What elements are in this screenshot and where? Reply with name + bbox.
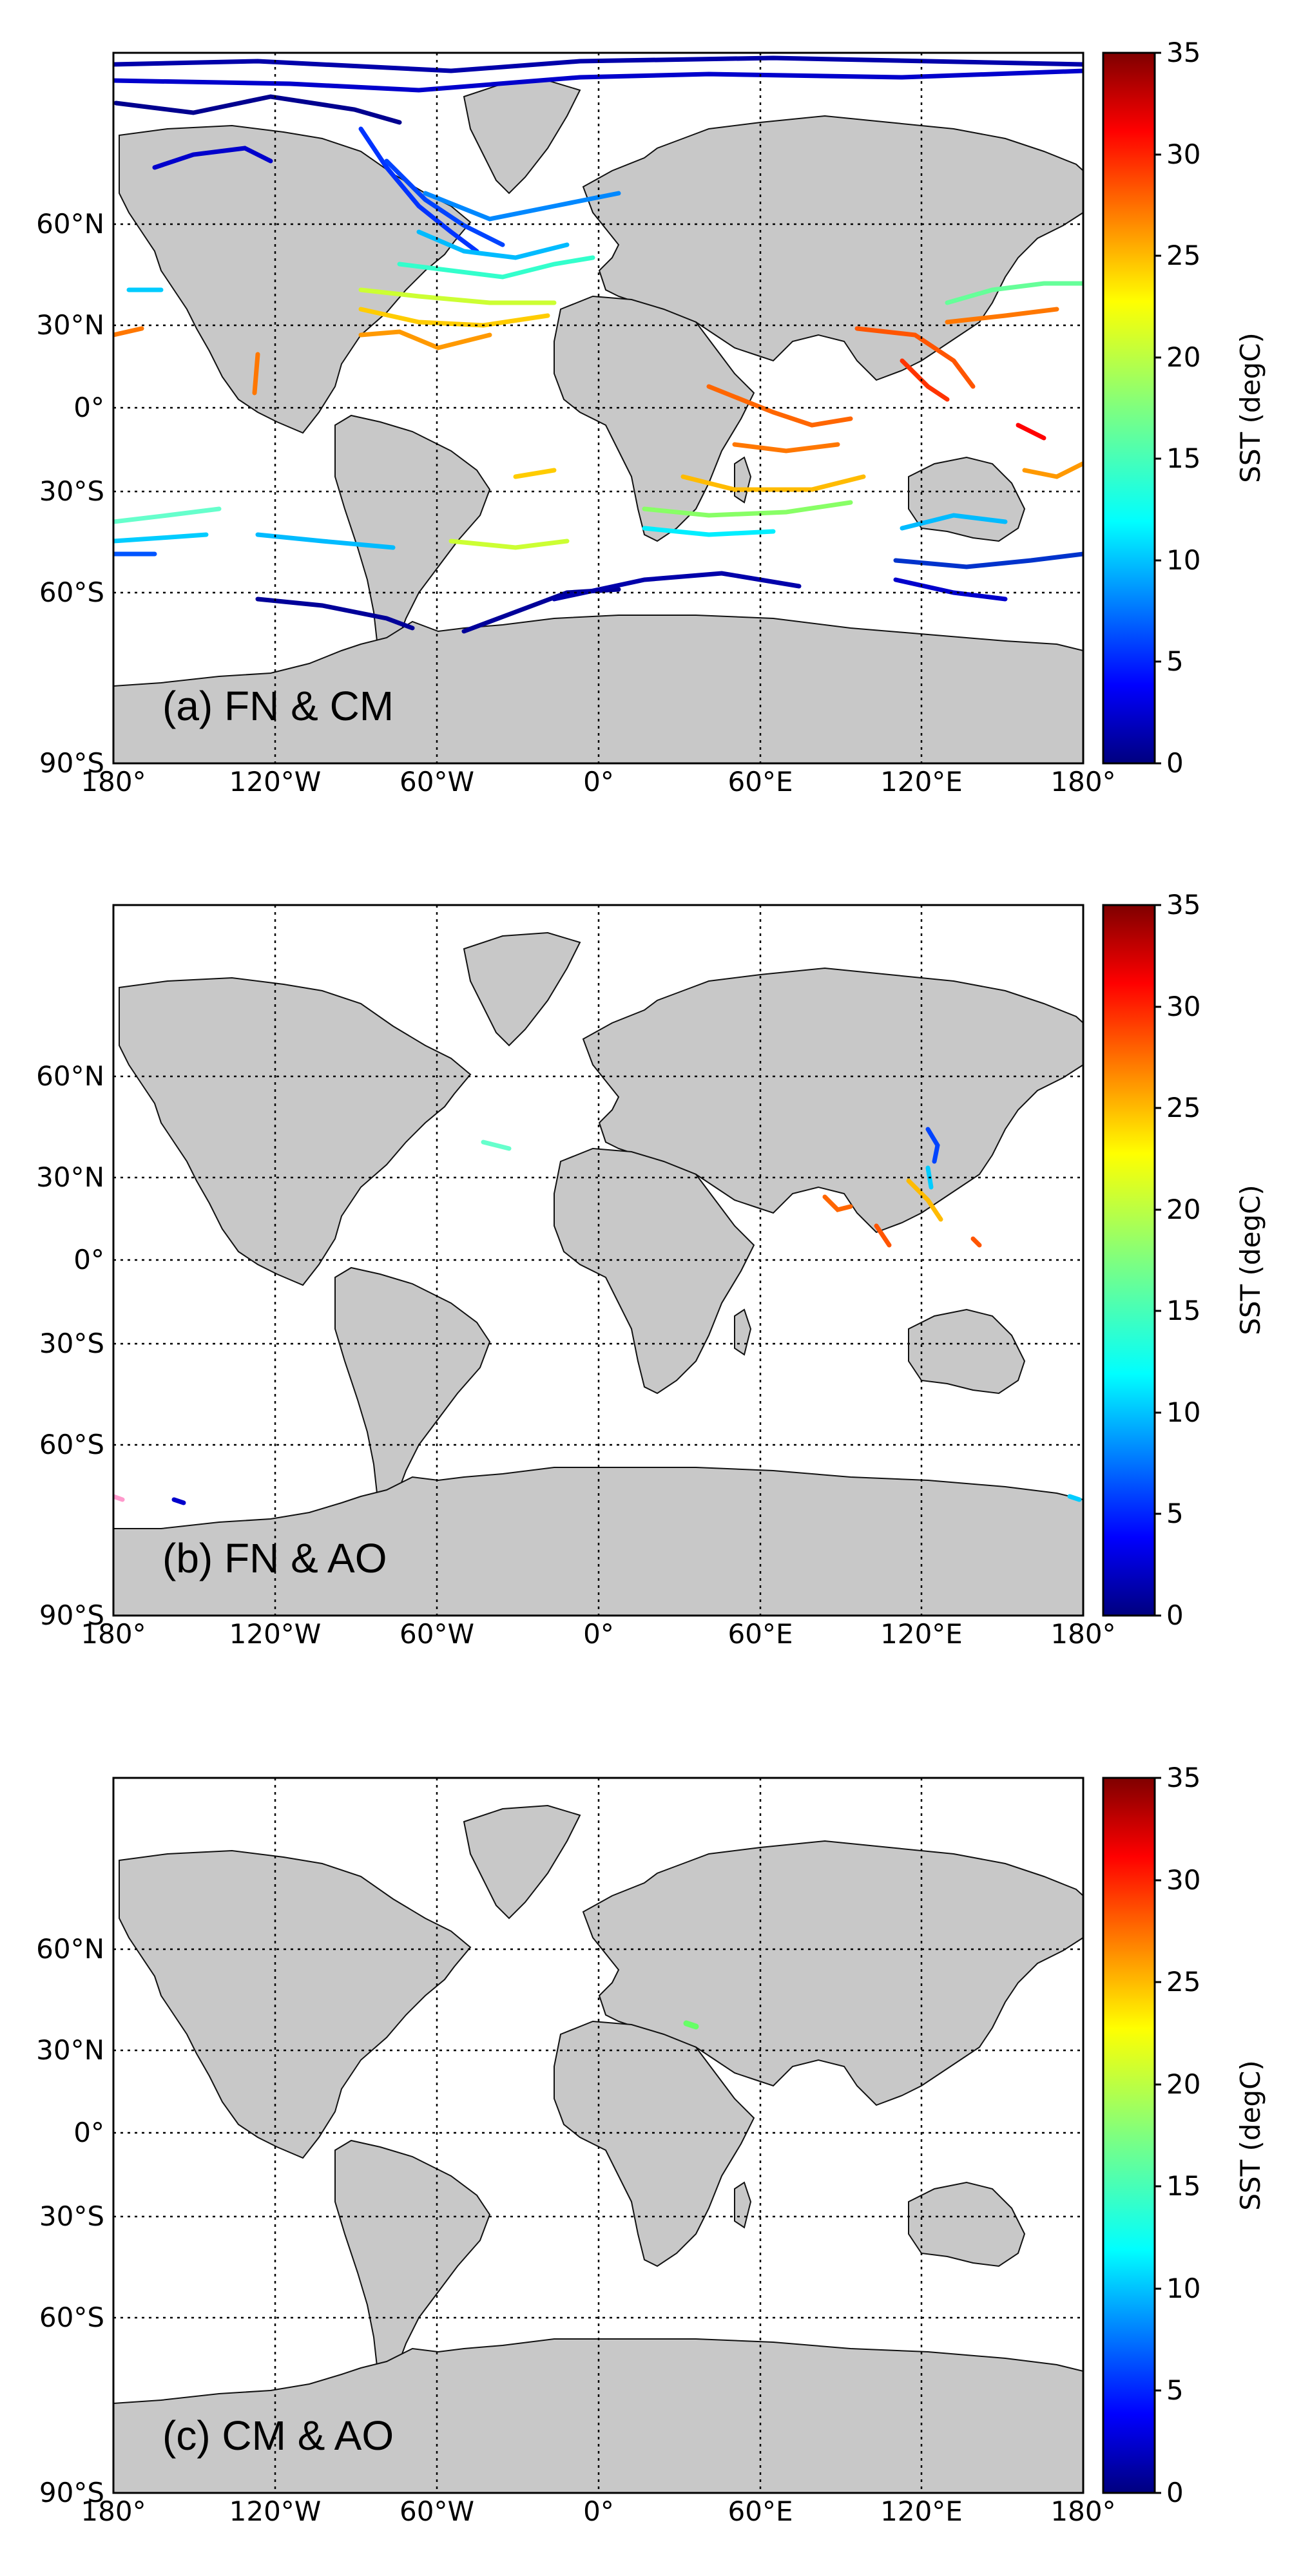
colorbar bbox=[1102, 904, 1156, 1617]
lon-label-0: 0° bbox=[583, 1618, 614, 1650]
colorbar-tick-10: 10 bbox=[1166, 544, 1200, 576]
colorbar-tick-5: 5 bbox=[1166, 1498, 1184, 1529]
colorbar-tick-10: 10 bbox=[1166, 1397, 1200, 1428]
map-area bbox=[113, 1778, 1083, 2493]
land-masses bbox=[113, 931, 1083, 1616]
map-frame bbox=[112, 52, 1084, 765]
lat-label-30n: 30°N bbox=[36, 1161, 104, 1193]
lon-label-180e: 180° bbox=[1050, 2495, 1115, 2527]
colorbar-tick-30: 30 bbox=[1166, 991, 1200, 1022]
lat-label-0: 0° bbox=[73, 392, 104, 423]
lon-label-180w: 180° bbox=[81, 766, 146, 797]
grid-lines bbox=[113, 905, 1083, 1616]
colorbar-label: SST (degC) bbox=[1235, 2060, 1266, 2211]
colorbar-tick-0: 0 bbox=[1166, 747, 1184, 779]
lat-label-30s: 30°S bbox=[39, 1328, 104, 1359]
lon-label-60w: 60°W bbox=[400, 1618, 474, 1650]
lat-label-60n: 60°N bbox=[36, 208, 104, 240]
lon-label-180e: 180° bbox=[1050, 766, 1115, 797]
lon-label-60e: 60°E bbox=[728, 2495, 793, 2527]
lon-label-60w: 60°W bbox=[400, 766, 474, 797]
colorbar-tick-30: 30 bbox=[1166, 1864, 1200, 1896]
colorbar-tick-15: 15 bbox=[1166, 1295, 1200, 1326]
colorbar-tick-0: 0 bbox=[1166, 1599, 1184, 1631]
colorbar-tick-0: 0 bbox=[1166, 2477, 1184, 2508]
lon-label-120e: 120°E bbox=[880, 766, 963, 797]
lon-label-180e: 180° bbox=[1050, 1618, 1115, 1650]
lat-label-60s: 60°S bbox=[39, 2302, 104, 2333]
grid-lines bbox=[113, 1778, 1083, 2493]
colorbar-tick-15: 15 bbox=[1166, 2170, 1200, 2202]
lon-label-0: 0° bbox=[583, 766, 614, 797]
panel-a-svg: (a) FN & CM 60°N 30°N 0° 30°S 60°S 90°S … bbox=[36, 37, 1266, 797]
lon-label-60w: 60°W bbox=[400, 2495, 474, 2527]
panel-b-svg: (b) FN & AO 60°N 30°N 0° 30°S 60°S 90°S … bbox=[36, 889, 1266, 1650]
lat-label-30s: 30°S bbox=[39, 2200, 104, 2232]
colorbar-tick-20: 20 bbox=[1166, 2068, 1200, 2100]
colorbar-tick-5: 5 bbox=[1166, 2374, 1184, 2406]
colorbar-tick-35: 35 bbox=[1166, 889, 1200, 921]
lon-label-180w: 180° bbox=[81, 1618, 146, 1650]
colorbar-tick-20: 20 bbox=[1166, 1194, 1200, 1225]
panel-c: (c) CM & AO 60°N 30°N 0° 30°S 60°S 90°S … bbox=[0, 1717, 1301, 2576]
colorbar-ticks bbox=[1155, 1777, 1161, 2494]
grid-lines bbox=[113, 53, 1083, 763]
panel-c-svg: (c) CM & AO 60°N 30°N 0° 30°S 60°S 90°S … bbox=[36, 1762, 1266, 2527]
colorbar-tick-10: 10 bbox=[1166, 2273, 1200, 2304]
colorbar bbox=[1102, 52, 1156, 765]
lat-label-0: 0° bbox=[73, 2117, 104, 2148]
lon-label-60e: 60°E bbox=[728, 1618, 793, 1650]
lon-label-60e: 60°E bbox=[728, 766, 793, 797]
panel-label: (a) FN & CM bbox=[162, 683, 394, 729]
map-area bbox=[113, 53, 1083, 763]
colorbar bbox=[1102, 1777, 1156, 2494]
map-area bbox=[113, 905, 1083, 1616]
colorbar-tick-5: 5 bbox=[1166, 645, 1184, 677]
colorbar-tick-30: 30 bbox=[1166, 138, 1200, 170]
colorbar-label: SST (degC) bbox=[1235, 332, 1266, 483]
map-frame bbox=[112, 904, 1084, 1617]
lat-label-30n: 30°N bbox=[36, 309, 104, 341]
colorbar-ticks bbox=[1155, 904, 1161, 1617]
sst-tracks bbox=[113, 55, 1083, 634]
lat-label-30n: 30°N bbox=[36, 2034, 104, 2066]
colorbar-tick-35: 35 bbox=[1166, 1762, 1200, 1793]
lon-label-120e: 120°E bbox=[880, 2495, 963, 2527]
lon-label-120e: 120°E bbox=[880, 1618, 963, 1650]
lon-label-120w: 120°W bbox=[229, 766, 322, 797]
lon-label-120w: 120°W bbox=[229, 2495, 322, 2527]
lat-label-60s: 60°S bbox=[39, 577, 104, 608]
panel-label: (b) FN & AO bbox=[162, 1535, 387, 1581]
colorbar-tick-25: 25 bbox=[1166, 1966, 1200, 1998]
colorbar-tick-25: 25 bbox=[1166, 240, 1200, 271]
lon-label-180w: 180° bbox=[81, 2495, 146, 2527]
colorbar-label: SST (degC) bbox=[1235, 1185, 1266, 1335]
lat-label-0: 0° bbox=[73, 1244, 104, 1275]
panel-label: (c) CM & AO bbox=[162, 2412, 394, 2459]
lon-label-120w: 120°W bbox=[229, 1618, 322, 1650]
map-frame bbox=[112, 1777, 1084, 2494]
lat-label-60n: 60°N bbox=[36, 1933, 104, 1965]
colorbar-ticks bbox=[1155, 52, 1161, 765]
colorbar-tick-25: 25 bbox=[1166, 1092, 1200, 1123]
lat-label-60n: 60°N bbox=[36, 1060, 104, 1092]
panel-a: (a) FN & CM 60°N 30°N 0° 30°S 60°S 90°S … bbox=[0, 0, 1301, 859]
lat-label-90s: 90°S bbox=[39, 747, 104, 779]
colorbar-tick-20: 20 bbox=[1166, 341, 1200, 373]
colorbar-tick-35: 35 bbox=[1166, 37, 1200, 68]
lat-label-90s: 90°S bbox=[39, 1599, 104, 1631]
lon-label-0: 0° bbox=[583, 2495, 614, 2527]
lat-label-60s: 60°S bbox=[39, 1429, 104, 1460]
lat-label-90s: 90°S bbox=[39, 2477, 104, 2508]
panel-b: (b) FN & AO 60°N 30°N 0° 30°S 60°S 90°S … bbox=[0, 859, 1301, 1717]
sst-tracks bbox=[683, 2020, 699, 2030]
colorbar-tick-15: 15 bbox=[1166, 443, 1200, 474]
lat-label-30s: 30°S bbox=[39, 475, 104, 507]
